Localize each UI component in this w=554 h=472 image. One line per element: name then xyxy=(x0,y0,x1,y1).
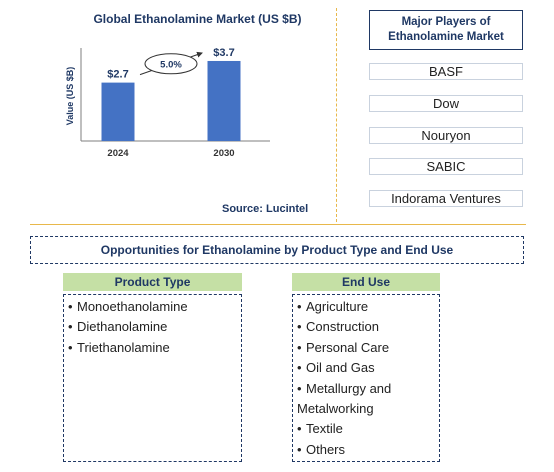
y-axis-label: Value (US $B) xyxy=(65,67,75,126)
horizontal-divider xyxy=(30,224,526,225)
list-item: • Triethanolamine xyxy=(68,339,170,355)
player-indorama-ventures: Indorama Ventures xyxy=(369,190,523,207)
cagr-label: 5.0% xyxy=(160,59,182,70)
list-item: • Construction xyxy=(297,319,379,335)
data-label-2024: $2.7 xyxy=(107,69,128,81)
x-tick-2030: 2030 xyxy=(213,148,234,159)
list-item: • Personal Care xyxy=(297,339,390,355)
bar-2030 xyxy=(207,60,241,141)
end-use-heading: End Use xyxy=(292,273,440,291)
list-item: • Oil and Gas xyxy=(297,360,375,376)
data-label-2030: $3.7 xyxy=(213,47,234,59)
player-sabic: SABIC xyxy=(369,158,523,175)
list-item: • Metallurgy and Metalworking xyxy=(297,380,392,417)
bar-2024 xyxy=(101,82,135,141)
source-label: Source: Lucintel xyxy=(222,203,309,215)
players-title: Major Players of Ethanolamine Market xyxy=(369,10,523,50)
list-item: • Textile xyxy=(297,421,343,437)
end-use-list: • Agriculture • Construction • Personal Car… xyxy=(292,294,440,462)
cagr-bubble xyxy=(144,53,198,75)
x-tick-2024: 2024 xyxy=(107,148,129,159)
player-nouryon: Nouryon xyxy=(369,127,523,144)
player-basf: BASF xyxy=(369,63,523,80)
bar-chart: Value (US $B) $2.7 2024 $3.7 2030 5.0% xyxy=(65,47,270,159)
player-dow: Dow xyxy=(369,95,523,112)
chart-title: Global Ethanolamine Market (US $B) xyxy=(93,12,302,26)
list-item: • Agriculture xyxy=(297,299,369,314)
list-item: • Diethanolamine xyxy=(68,319,168,335)
product-type-list: • Monoethanolamine • Diethanolamine • Triet… xyxy=(63,294,242,462)
list-item: • Monoethanolamine xyxy=(68,299,188,314)
product-type-heading: Product Type xyxy=(63,273,242,291)
vertical-divider xyxy=(336,8,337,222)
opportunities-title: Opportunities for Ethanolamine by Produc… xyxy=(30,236,524,264)
list-item: • Others xyxy=(297,441,346,457)
